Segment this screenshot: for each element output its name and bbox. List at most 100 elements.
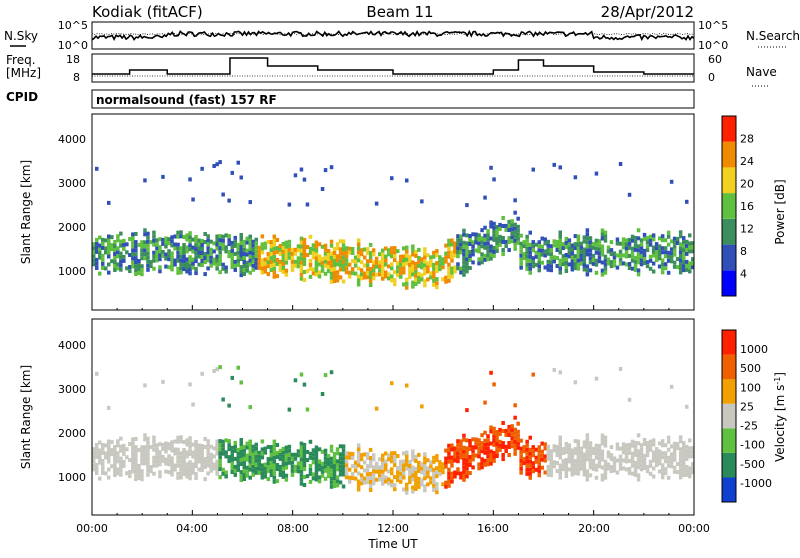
power-cell: [384, 262, 388, 267]
power-cell: [158, 245, 162, 250]
power-cell: [167, 253, 171, 258]
velocity-cell: [447, 455, 451, 460]
power-cell: [381, 256, 385, 261]
velocity-cell: [332, 472, 337, 476]
power-cell: [131, 236, 135, 241]
power-cell: [591, 253, 596, 258]
velocity-cell: [474, 437, 478, 442]
power-cell: [218, 238, 222, 243]
velocity-cell: [158, 474, 162, 479]
power-cell: [510, 219, 514, 224]
velocity-cell: [266, 465, 271, 470]
velocity-cell: [365, 464, 370, 469]
velocity-cell: [651, 450, 656, 455]
velocity-cell: [230, 470, 234, 474]
power-cell: [564, 253, 569, 257]
power-cell: [558, 165, 562, 170]
velocity-cell: [143, 437, 147, 442]
velocity-cell: [576, 467, 581, 472]
date-title: 28/Apr/2012: [601, 3, 694, 21]
power-cell: [576, 234, 581, 239]
velocity-cell: [528, 459, 532, 464]
velocity-cell: [338, 468, 343, 473]
power-cell: [143, 244, 147, 249]
velocity-cell: [531, 449, 535, 454]
velocity-cell: [224, 450, 228, 455]
velocity-cell: [296, 465, 301, 470]
power-cell: [408, 263, 412, 267]
velocity-cell: [314, 477, 319, 482]
velocity-cell: [390, 467, 394, 472]
power-cell: [302, 270, 307, 274]
velocity-cell: [251, 448, 255, 453]
power-cell: [149, 240, 153, 245]
power-cell: [528, 242, 532, 247]
power-cell: [405, 281, 409, 286]
xtick-0400: 04:00: [176, 522, 208, 535]
velocity-cell: [483, 446, 487, 451]
velocity-cell: [341, 460, 346, 465]
power-cell: [236, 246, 240, 251]
velocity-cell: [152, 443, 156, 448]
velocity-cell: [278, 468, 283, 473]
power-cell: [456, 238, 460, 243]
power-cell: [615, 265, 620, 270]
power-cell: [378, 272, 382, 277]
velocity-cell: [585, 457, 590, 462]
power-cell: [474, 248, 478, 253]
velocity-cell: [642, 453, 647, 458]
velocity-cell: [323, 448, 328, 453]
velocity-cell: [116, 439, 120, 444]
power-cell: [194, 243, 198, 248]
power-cell: [365, 251, 370, 256]
velocity-cell: [113, 469, 117, 473]
velocity-cell: [197, 467, 201, 472]
velocity-cell: [519, 446, 523, 451]
velocity-cell: [498, 431, 502, 436]
power-cell: [206, 254, 210, 259]
velocity-cell: [612, 464, 617, 469]
power-cell: [293, 247, 298, 252]
velocity-cell: [257, 470, 261, 475]
velocity-cell: [657, 461, 662, 466]
velocity-cell: [281, 454, 286, 459]
velocity-cell: [543, 458, 547, 463]
velocity-cell: [92, 467, 96, 472]
velocity-cell: [405, 383, 409, 388]
power-cell: [113, 248, 117, 252]
velocity-cell: [95, 442, 99, 447]
velocity-cell: [206, 439, 210, 444]
velocity-cell: [299, 441, 304, 446]
velocity-cell: [374, 469, 379, 474]
power-cell: [666, 250, 671, 255]
power-cell: [179, 266, 183, 271]
power-cell: [329, 259, 334, 264]
velocity-cell: [489, 457, 493, 462]
velocity-cell: [359, 473, 364, 478]
power-cell: [146, 247, 150, 252]
power-cell: [302, 250, 307, 254]
power-cell: [188, 231, 192, 236]
power-cell: [672, 236, 677, 241]
cpid-text: normalsound (fast) 157 RF: [96, 93, 277, 107]
power-cell: [678, 266, 683, 271]
velocity-cell: [399, 475, 403, 480]
power-cell: [546, 239, 550, 244]
power-cell: [95, 237, 99, 242]
power-cell: [158, 265, 162, 270]
velocity-cell: [359, 481, 364, 486]
power-cell: [272, 234, 277, 239]
power-cell: [525, 234, 529, 239]
power-cell: [633, 268, 638, 272]
power-cell: [546, 247, 550, 252]
velocity-cell: [212, 369, 216, 373]
velocity-cell: [326, 466, 331, 470]
velocity-cell: [444, 456, 448, 461]
power-cell: [558, 250, 562, 255]
velocity-cell: [275, 443, 280, 447]
velocity-cell: [444, 448, 448, 453]
velocity-cell: [682, 457, 686, 462]
power-cell: [95, 166, 99, 171]
power-cell: [344, 270, 349, 275]
power-cell: [381, 272, 385, 277]
